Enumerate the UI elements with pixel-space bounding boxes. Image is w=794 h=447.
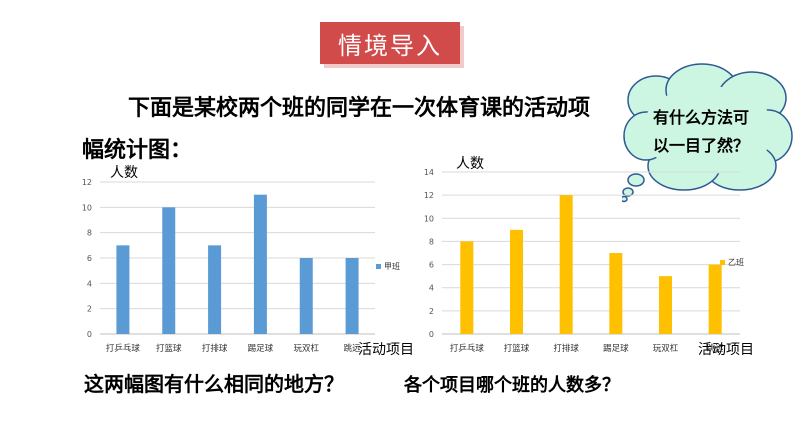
bar-打排球 — [559, 195, 573, 334]
bar-跳远 — [345, 258, 359, 334]
x-tick-label: 跳远 — [707, 343, 725, 354]
x-tick-label: 打乒乓球 — [450, 343, 485, 354]
y-tick-label: 0 — [429, 330, 434, 339]
section-badge-label: 情境导入 — [338, 31, 442, 60]
question-2: 各个项目哪个班的人数多？ — [404, 375, 620, 396]
y-tick-label: 14 — [424, 168, 434, 177]
y-tick-label: 8 — [429, 237, 434, 246]
x-axis-title: 活动项目 — [358, 342, 414, 358]
y-tick-label: 4 — [429, 284, 434, 293]
y-tick-label: 4 — [87, 279, 92, 288]
y-tick-label: 2 — [429, 307, 434, 316]
thought-cloud-text: 有什么方法可 以一目了然？ — [626, 104, 776, 160]
x-tick-label: 踢足球 — [248, 343, 274, 354]
bar-打篮球 — [510, 229, 523, 334]
y-axis-title: 人数 — [456, 156, 484, 172]
thought-cloud-line1: 有什么方法可 — [652, 108, 749, 127]
x-tick-label: 打乒乓球 — [106, 343, 141, 354]
x-tick-label: 踢足球 — [603, 343, 629, 354]
thought-cloud-line2: 以一目了然？ — [652, 136, 749, 155]
x-tick-label: 跳远 — [344, 343, 362, 354]
x-tick-label: 玩双杠 — [653, 343, 679, 354]
x-tick-label: 打篮球 — [156, 343, 182, 354]
y-axis-title: 人数 — [110, 165, 138, 181]
legend-swatch — [720, 260, 725, 265]
question-1: 这两幅图有什么相同的地方？ — [84, 372, 344, 396]
intro-text-line1: 下面是某校两个班的同学在一次体育课的活动项 — [128, 96, 591, 121]
legend-label: 乙班 — [728, 257, 744, 267]
x-tick-label: 打篮球 — [504, 343, 530, 354]
y-tick-label: 10 — [82, 203, 92, 212]
bar-跳远 — [708, 264, 722, 334]
bar-玩双杠 — [299, 258, 313, 334]
y-tick-label: 12 — [424, 191, 434, 200]
bar-踢足球 — [253, 194, 267, 334]
y-tick-label: 10 — [424, 214, 434, 223]
bar-打排球 — [208, 245, 222, 334]
y-tick-label: 2 — [87, 305, 92, 314]
bar-打乒乓球 — [116, 245, 130, 334]
y-tick-label: 0 — [87, 330, 92, 339]
bar-玩双杠 — [659, 276, 672, 334]
x-tick-label: 打排球 — [553, 343, 579, 354]
y-tick-label: 8 — [87, 229, 92, 238]
intro-text-line2: 幅统计图： — [82, 138, 193, 163]
thought-cloud — [622, 63, 793, 203]
x-tick-label: 打排球 — [202, 343, 228, 354]
y-tick-label: 12 — [82, 178, 92, 187]
legend-label: 甲班 — [384, 261, 400, 271]
x-tick-label: 玩双杠 — [293, 343, 319, 354]
x-axis-title: 活动项目 — [698, 342, 754, 358]
bar-打篮球 — [162, 207, 176, 334]
y-tick-label: 6 — [87, 254, 92, 263]
bar-打乒乓球 — [460, 241, 474, 334]
section-badge: 情境导入 — [320, 22, 460, 64]
y-tick-label: 6 — [429, 261, 434, 270]
bar-踢足球 — [609, 253, 623, 334]
legend-swatch — [376, 264, 381, 269]
